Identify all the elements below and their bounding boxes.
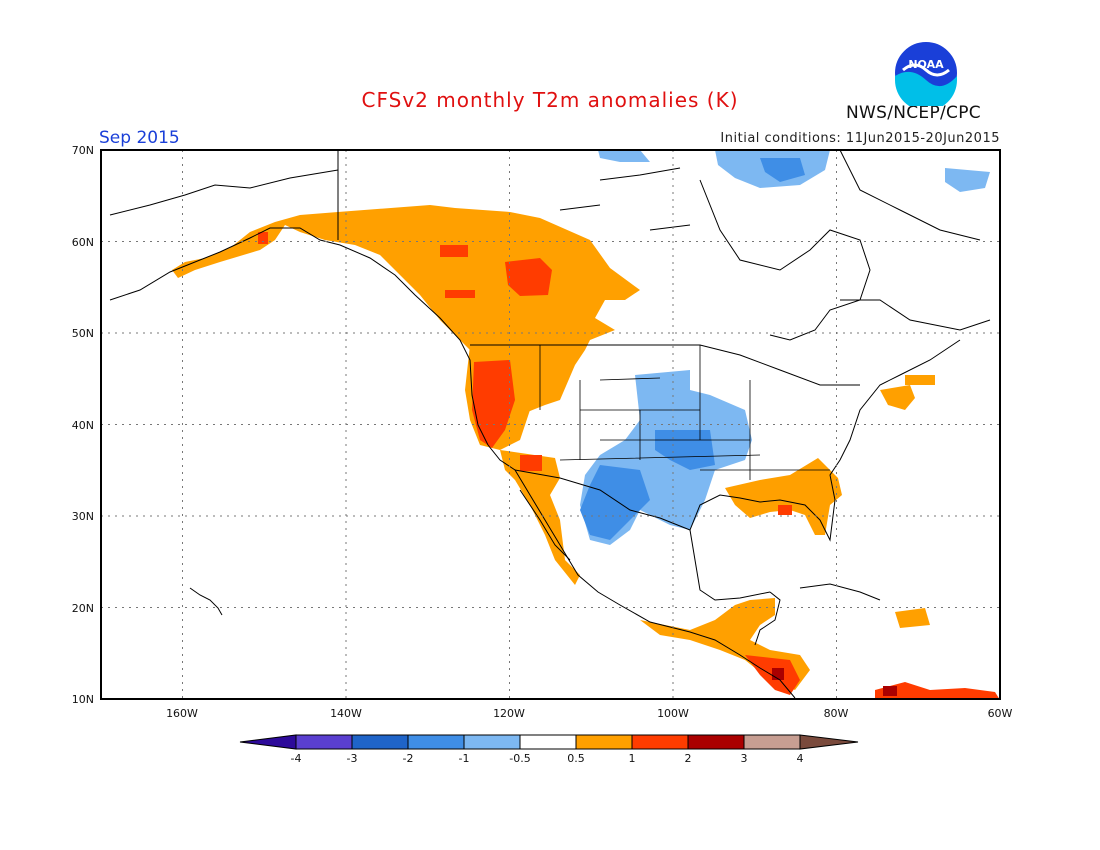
- colorbar-box: [295, 734, 353, 750]
- anomaly-region-arctic-blue: [598, 150, 650, 162]
- colorbar-label: 4: [797, 752, 804, 765]
- gridlines: [101, 150, 1000, 699]
- anomaly-region-southeast: [725, 458, 842, 535]
- coastline-hudson-bay: [699, 179, 871, 341]
- lon-label: 140W: [330, 707, 362, 720]
- lat-label: 30N: [72, 510, 94, 523]
- anomaly-fill-layer: [172, 150, 1000, 699]
- lat-label: 50N: [72, 327, 94, 340]
- coastline-cuba: [799, 583, 881, 601]
- colorbar-box: [351, 734, 409, 750]
- coastline-east: [689, 299, 991, 601]
- lon-label: 160W: [166, 707, 198, 720]
- map-title: CFSv2 monthly T2m anomalies (K): [361, 88, 739, 112]
- anomaly-region-pnw-red: [472, 360, 515, 448]
- coastline-alaska: [109, 227, 796, 699]
- coastline-layer: [109, 150, 991, 699]
- colorbar-box: [631, 734, 689, 750]
- border-us-canada: [470, 344, 860, 386]
- colorbar-box: [407, 734, 465, 750]
- colorbar-arrow-low: [239, 734, 297, 750]
- anomaly-region-canada-red: [505, 258, 552, 296]
- colorbar-label: 3: [741, 752, 748, 765]
- colorbar-box: [575, 734, 633, 750]
- noaa-logo-icon: NOAA: [893, 40, 959, 106]
- map-frame: [100, 149, 1001, 700]
- colorbar-label: 1: [629, 752, 636, 765]
- colorbar-box: [519, 734, 577, 750]
- colorbar-label: -3: [347, 752, 358, 765]
- lat-label: 60N: [72, 236, 94, 249]
- colorbar-labels: -4 -3 -2 -1 -0.5 0.5 1 2 3 4: [291, 752, 804, 765]
- colorbar-label: 2: [685, 752, 692, 765]
- coastline-greenland: [839, 150, 981, 241]
- coastline-alaska-north: [109, 169, 339, 216]
- anomaly-region-south-america: [875, 682, 1000, 699]
- coastline-arctic: [559, 167, 691, 231]
- lat-label: 10N: [72, 693, 94, 706]
- colorbar-label: -0.5: [509, 752, 530, 765]
- lon-label: 60W: [988, 707, 1013, 720]
- valid-month-label: Sep 2015: [99, 128, 180, 148]
- coastline-baja: [519, 489, 571, 561]
- colorbar-label: -2: [403, 752, 414, 765]
- colorbar-label: -4: [291, 752, 302, 765]
- colorbar-label: 0.5: [567, 752, 585, 765]
- anomaly-region-southwest: [500, 450, 580, 585]
- colorbar-box: [687, 734, 745, 750]
- coastline-gulf-yucatan: [754, 591, 781, 646]
- colorbar: [239, 734, 859, 750]
- anomaly-region-alaska-canada: [172, 205, 640, 415]
- colorbar-box: [743, 734, 801, 750]
- border-us-mexico: [514, 469, 691, 531]
- colorbar-label: -1: [459, 752, 470, 765]
- agency-label: NWS/NCEP/CPC: [846, 103, 981, 123]
- latitude-labels: 70N 60N 50N 40N 30N 20N 10N: [72, 144, 94, 706]
- state-borders: [539, 345, 830, 480]
- lat-label: 20N: [72, 602, 94, 615]
- lat-label: 70N: [72, 144, 94, 157]
- lon-label: 80W: [824, 707, 849, 720]
- lon-label: 120W: [493, 707, 525, 720]
- lat-label: 40N: [72, 419, 94, 432]
- longitude-labels: 160W 140W 120W 100W 80W 60W: [166, 707, 1012, 720]
- anomaly-region-texas-blue: [580, 465, 650, 540]
- lon-label: 100W: [657, 707, 689, 720]
- colorbar-arrow-high: [799, 734, 859, 750]
- logo-text: NOAA: [908, 58, 944, 71]
- initial-conditions-label: Initial conditions: 11Jun2015-20Jun2015: [720, 131, 1000, 146]
- colorbar-box: [463, 734, 521, 750]
